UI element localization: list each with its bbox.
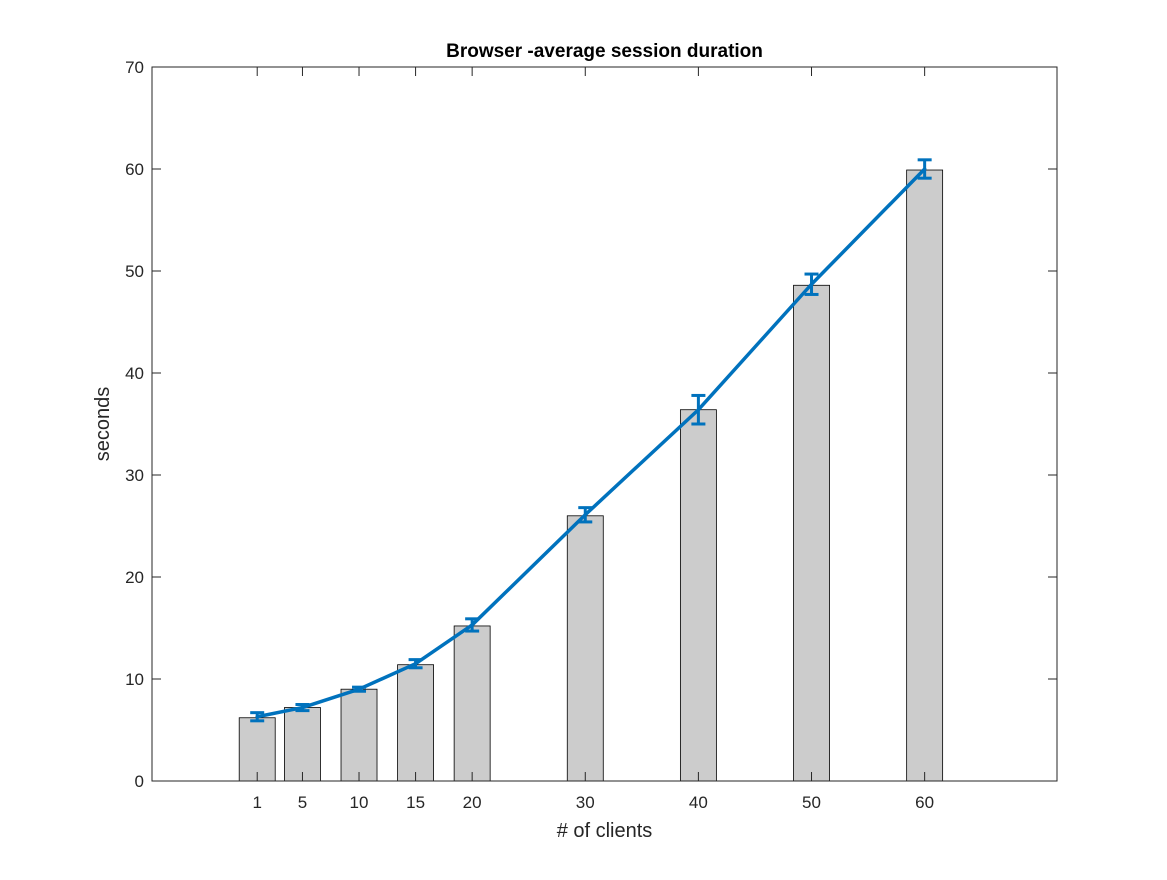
bar-1: [238, 717, 276, 782]
bar-60: [906, 169, 944, 782]
bar-15: [397, 664, 434, 782]
error-bar-5: [295, 703, 310, 713]
error-bar-20: [465, 617, 480, 633]
error-bar-15: [408, 658, 423, 670]
bar-40: [679, 409, 717, 782]
error-bar-60: [917, 158, 932, 180]
x-tick-label: 30: [576, 793, 595, 812]
x-tick-label: 15: [406, 793, 425, 812]
y-tick-label: 30: [125, 466, 144, 485]
bar-30: [566, 515, 604, 782]
y-tick-label: 20: [125, 568, 144, 587]
bar-10: [340, 688, 378, 782]
x-axis-label: # of clients: [557, 820, 653, 842]
y-tick-label: 0: [135, 772, 144, 791]
x-tick-label: 50: [802, 793, 821, 812]
x-tick-label: 1: [252, 793, 261, 812]
x-tick-label: 40: [689, 793, 708, 812]
x-tick-label: 5: [298, 793, 307, 812]
bar-5: [284, 707, 321, 782]
bar-50: [793, 284, 830, 782]
error-bar-10: [352, 685, 367, 693]
x-tick-label: 20: [463, 793, 482, 812]
y-axis-label: seconds: [92, 387, 114, 462]
y-tick-label: 40: [125, 364, 144, 383]
error-bar-40: [691, 393, 706, 426]
y-tick-label: 70: [125, 58, 144, 77]
y-tick-label: 10: [125, 670, 144, 689]
bar-group: [238, 169, 944, 782]
chart-title: Browser -average session duration: [446, 41, 763, 62]
error-bar-1: [250, 711, 265, 723]
x-tick-label: 10: [350, 793, 369, 812]
y-tick-label: 60: [125, 160, 144, 179]
error-bar-50: [804, 272, 819, 296]
error-bar-30: [578, 506, 593, 524]
y-tick-label: 50: [125, 262, 144, 281]
line-series-group: [250, 158, 932, 723]
bar-20: [453, 625, 491, 782]
axes-box: [151, 66, 1058, 782]
x-tick-label: 60: [915, 793, 934, 812]
